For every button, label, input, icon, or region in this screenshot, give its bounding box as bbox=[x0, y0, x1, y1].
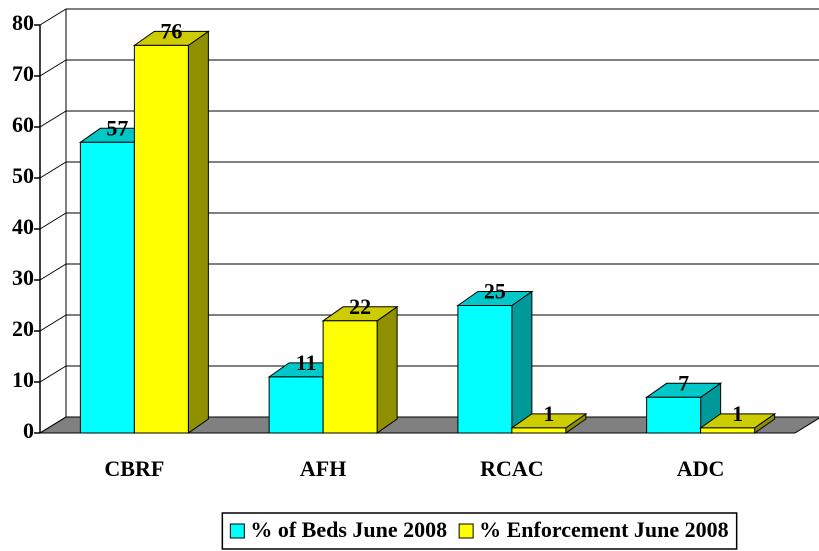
x-tick-label: RCAC bbox=[480, 456, 544, 481]
bar bbox=[457, 305, 513, 434]
data-label: 76 bbox=[160, 18, 182, 43]
grid-line-side bbox=[39, 161, 67, 179]
y-tick-label: 30 bbox=[12, 265, 34, 290]
bar bbox=[700, 427, 756, 434]
legend-label: % of Beds June 2008 bbox=[250, 517, 447, 542]
bar bbox=[79, 141, 135, 434]
y-tick-label: 70 bbox=[12, 61, 34, 86]
legend-label: % Enforcement June 2008 bbox=[479, 517, 729, 542]
grid-line-side bbox=[39, 263, 67, 281]
data-label: 22 bbox=[349, 294, 371, 319]
grid-line-side bbox=[39, 8, 67, 26]
data-label: 25 bbox=[484, 279, 506, 304]
bar-side bbox=[376, 305, 398, 434]
grid-line-side bbox=[39, 365, 67, 383]
legend-swatch bbox=[229, 523, 245, 539]
y-tick-label: 60 bbox=[12, 112, 34, 137]
y-tick-label: 10 bbox=[12, 367, 34, 392]
legend-swatch bbox=[458, 523, 474, 539]
bar bbox=[511, 427, 567, 434]
x-tick-label: CBRF bbox=[104, 456, 164, 481]
grid-line-side bbox=[39, 314, 67, 332]
x-tick-label: ADC bbox=[677, 456, 725, 481]
bar-side bbox=[511, 290, 533, 434]
bar-side bbox=[187, 30, 209, 434]
data-label: 1 bbox=[732, 401, 743, 426]
bar bbox=[322, 320, 378, 434]
bar bbox=[646, 396, 702, 434]
bar bbox=[133, 44, 189, 434]
data-label: 7 bbox=[678, 370, 689, 395]
data-label: 57 bbox=[106, 115, 128, 140]
y-tick-label: 20 bbox=[12, 316, 34, 341]
y-tick-label: 40 bbox=[12, 214, 34, 239]
y-tick-label: 80 bbox=[12, 10, 34, 35]
data-label: 11 bbox=[296, 350, 317, 375]
y-tick-label: 0 bbox=[23, 418, 34, 443]
grid-line-side bbox=[39, 212, 67, 230]
bar bbox=[268, 376, 324, 434]
x-tick-label: AFH bbox=[300, 456, 346, 481]
data-label: 1 bbox=[543, 401, 554, 426]
legend bbox=[221, 512, 738, 550]
grid-line-side bbox=[39, 110, 67, 128]
grid-line-side bbox=[39, 59, 67, 77]
grid-line-side bbox=[39, 416, 67, 434]
y-tick-label: 50 bbox=[12, 163, 34, 188]
